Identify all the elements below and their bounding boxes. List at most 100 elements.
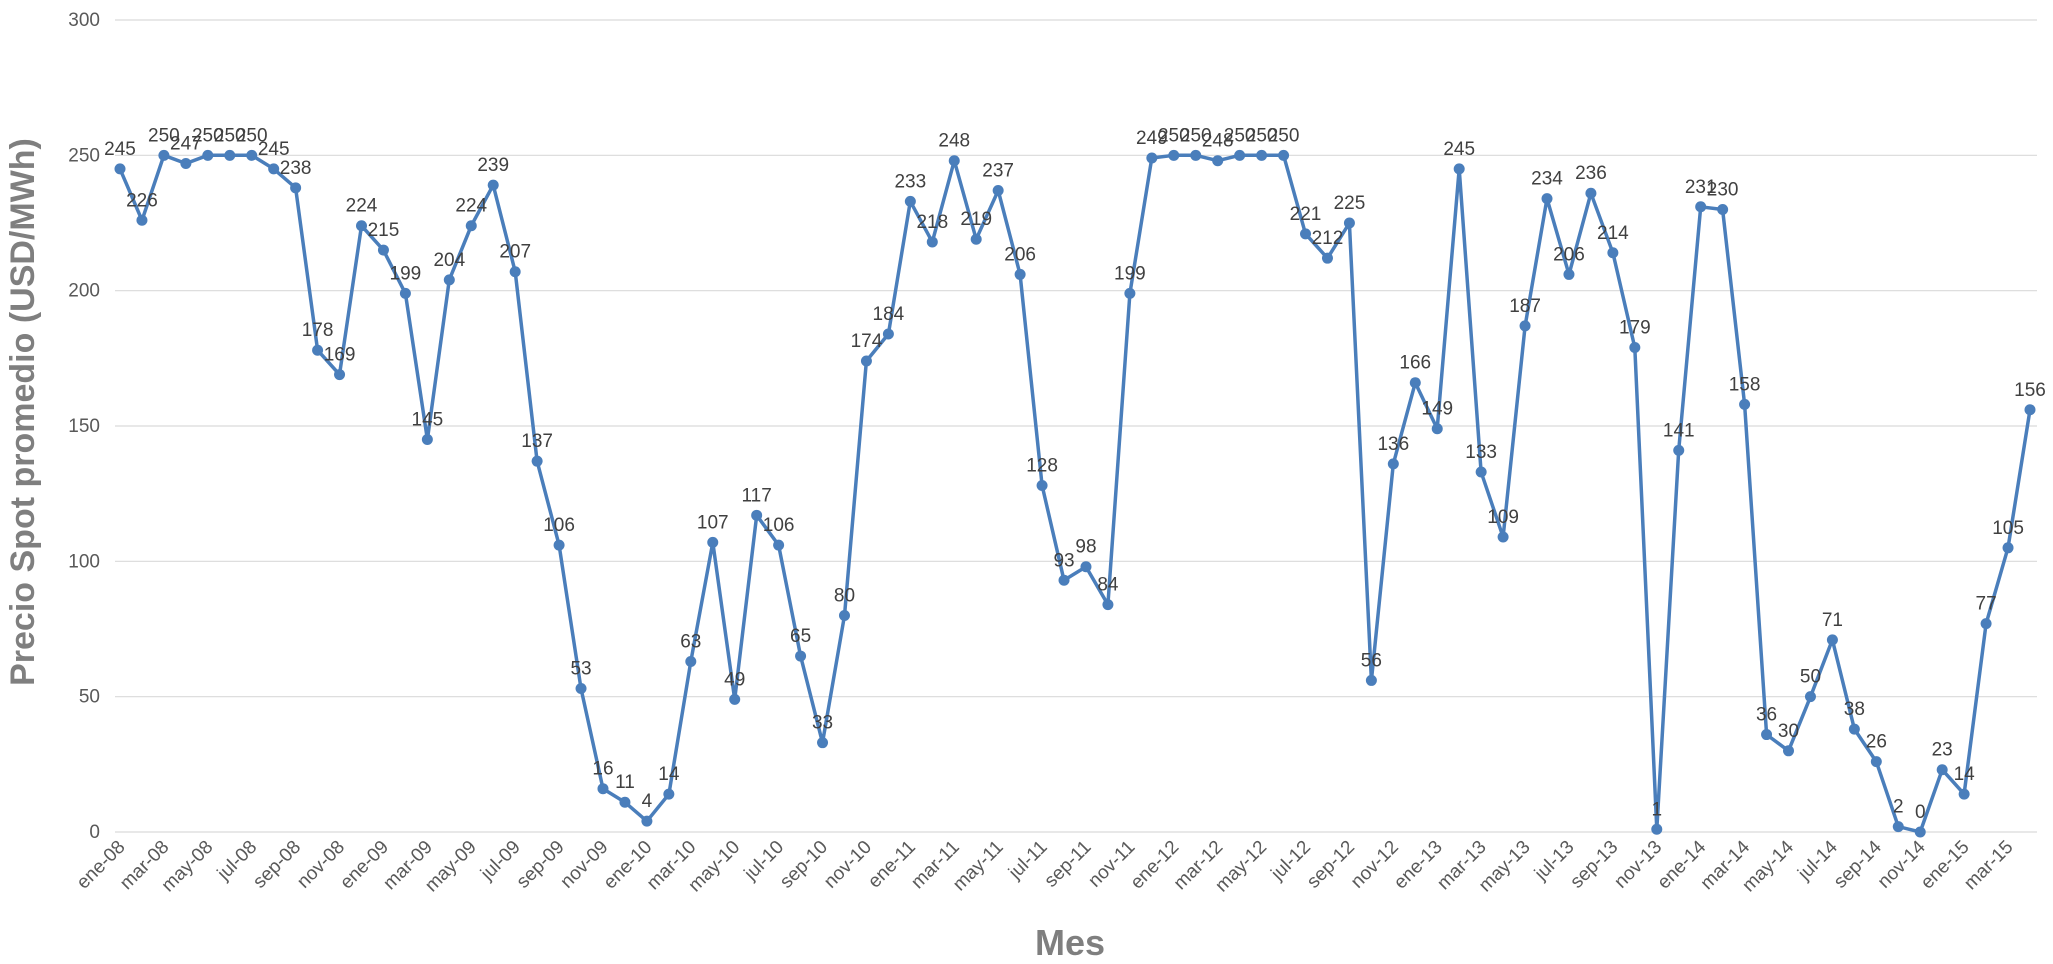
data-label: 0: [1915, 802, 1926, 823]
data-label: 250: [192, 125, 224, 146]
y-tick-label: 200: [68, 281, 100, 302]
series-line: [118, 153, 2032, 834]
data-label: 38: [1844, 699, 1865, 720]
data-point: [399, 287, 411, 299]
data-label: 133: [1465, 442, 1497, 463]
data-point: [597, 783, 609, 795]
data-point: [729, 693, 741, 705]
data-point: [1431, 423, 1443, 435]
data-label: 238: [280, 158, 312, 179]
data-label: 56: [1361, 650, 1382, 671]
data-label: 158: [1729, 374, 1761, 395]
x-tick-label: nov-10: [820, 837, 876, 893]
data-point: [992, 185, 1004, 197]
data-label: 4: [642, 791, 653, 812]
x-tick-label: sep-08: [249, 837, 305, 893]
data-label: 65: [790, 626, 811, 647]
data-point: [1607, 247, 1619, 259]
data-label: 250: [148, 125, 180, 146]
data-point: [817, 737, 829, 749]
data-label: 250: [1224, 125, 1256, 146]
data-label: 2: [1893, 797, 1904, 818]
data-point: [1804, 691, 1816, 703]
x-tick-label: ene-11: [864, 837, 920, 893]
data-point: [158, 149, 170, 161]
data-point: [465, 220, 477, 232]
data-point: [751, 509, 763, 521]
data-point: [1717, 203, 1729, 215]
data-label: 250: [236, 125, 268, 146]
data-label: 136: [1377, 434, 1409, 455]
y-axis-title: Precio Spot promedio (USD/MWh): [4, 138, 42, 686]
x-axis-ticks: ene-08mar-08may-08jul-08sep-08nov-08ene-…: [73, 836, 2018, 896]
x-tick-label: sep-13: [1566, 837, 1622, 893]
data-label: 128: [1026, 456, 1058, 477]
data-labels: 2452262502472502502502452381781692242151…: [104, 125, 2046, 823]
data-label: 174: [851, 331, 883, 352]
data-label: 71: [1822, 610, 1843, 631]
x-tick-label: sep-11: [1041, 837, 1096, 892]
data-point: [948, 155, 960, 167]
data-label: 204: [433, 250, 465, 271]
y-tick-label: 150: [68, 416, 100, 437]
data-point: [575, 683, 587, 695]
data-point: [1739, 398, 1751, 410]
data-label: 250: [1158, 125, 1190, 146]
data-label: 63: [680, 631, 701, 652]
data-point: [202, 149, 214, 161]
data-point: [1958, 788, 1970, 800]
data-point: [1102, 599, 1114, 611]
data-label: 206: [1553, 244, 1585, 265]
data-label: 250: [1180, 125, 1212, 146]
y-tick-label: 50: [79, 687, 100, 708]
data-point: [553, 539, 565, 551]
data-point: [268, 163, 280, 175]
x-tick-label: mar-15: [1960, 837, 2017, 894]
data-point: [926, 236, 938, 248]
data-label: 245: [104, 139, 136, 160]
data-point: [1036, 480, 1048, 492]
data-label: 248: [938, 131, 970, 152]
x-tick-label: sep-10: [776, 837, 832, 893]
data-point: [619, 796, 631, 808]
data-point: [1651, 823, 1663, 835]
data-point: [224, 149, 236, 161]
data-label: 11: [615, 772, 635, 793]
data-point: [1124, 287, 1136, 299]
data-point: [1585, 187, 1597, 199]
data-label: 14: [1954, 764, 1976, 785]
data-point: [1256, 149, 1268, 161]
data-point: [1058, 574, 1070, 586]
data-label: 214: [1597, 223, 1629, 244]
data-label: 49: [724, 669, 745, 690]
data-label: 36: [1756, 705, 1777, 726]
data-point: [1146, 152, 1158, 164]
data-label: 199: [390, 263, 422, 284]
data-label: 166: [1399, 353, 1431, 374]
data-point: [1519, 320, 1531, 332]
data-label: 215: [368, 220, 400, 241]
data-label: 207: [499, 242, 531, 263]
data-point: [1300, 228, 1312, 240]
data-label: 236: [1575, 163, 1607, 184]
data-label: 212: [1312, 228, 1344, 249]
data-label: 233: [894, 171, 926, 192]
data-label: 169: [324, 345, 356, 366]
data-point: [882, 328, 894, 340]
data-point: [663, 788, 675, 800]
data-point: [377, 244, 389, 256]
data-label: 33: [812, 713, 833, 734]
data-points: [114, 149, 2036, 838]
data-label: 105: [1992, 518, 2024, 539]
data-point: [290, 182, 302, 194]
gridlines: [115, 19, 2037, 833]
data-point: [1321, 252, 1333, 264]
data-label: 77: [1976, 594, 1997, 615]
data-label: 14: [658, 764, 680, 785]
data-label: 117: [742, 485, 772, 506]
data-label: 1: [1651, 799, 1662, 820]
data-point: [838, 609, 850, 621]
data-point: [1475, 466, 1487, 478]
data-point: [1563, 268, 1575, 280]
